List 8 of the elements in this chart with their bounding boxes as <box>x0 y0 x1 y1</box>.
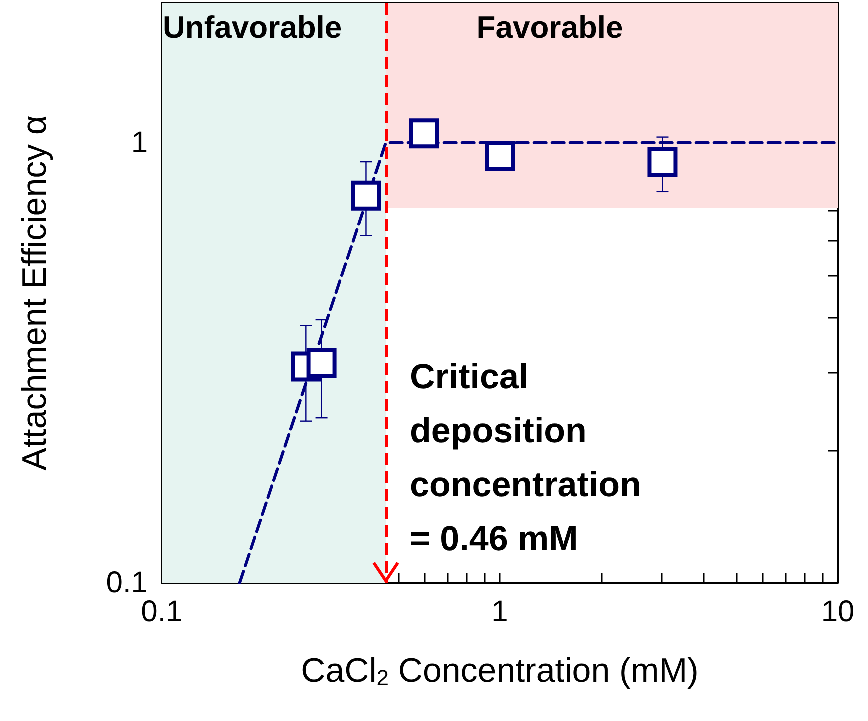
x-tick-label: 10 <box>821 596 855 628</box>
x-axis-title: CaCl2 Concentration (mM) <box>301 652 699 690</box>
band-label: Unfavorable <box>163 10 342 45</box>
x-tick-label: 1 <box>492 596 508 628</box>
band-label: Favorable <box>476 10 624 45</box>
annotation: Critical deposition concentration = 0.46 mM <box>410 358 642 558</box>
x-tick-label: 0.1 <box>141 596 183 628</box>
y-axis-title: Attachment Efficiency α <box>16 115 54 471</box>
